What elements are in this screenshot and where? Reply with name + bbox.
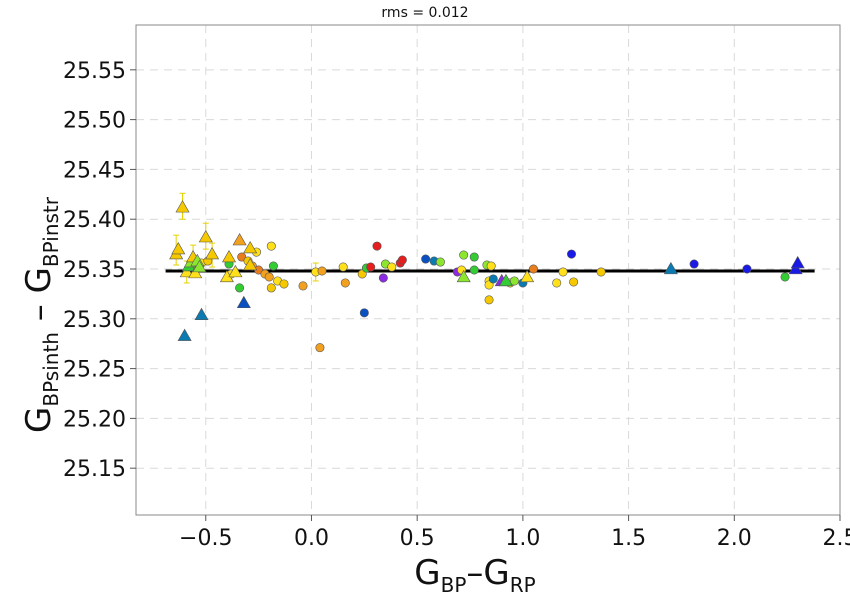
data-point-triangle bbox=[171, 241, 186, 255]
x-tick-label: 0.5 bbox=[400, 526, 435, 551]
data-point-circle bbox=[340, 278, 350, 288]
data-point-circle bbox=[266, 241, 276, 251]
data-point-circle bbox=[742, 264, 752, 274]
data-point-triangle bbox=[198, 230, 213, 243]
data-point-circle bbox=[469, 252, 479, 262]
data-point-circle bbox=[484, 295, 494, 305]
y-tick-label: 25.45 bbox=[63, 158, 126, 183]
data-point-circle bbox=[469, 265, 479, 275]
data-point-circle bbox=[338, 262, 348, 272]
data-points bbox=[169, 200, 805, 353]
y-axis-title-dash: – bbox=[19, 293, 59, 332]
data-point-circle bbox=[378, 273, 388, 283]
data-point-circle bbox=[298, 281, 308, 291]
x-tick-label: 2.0 bbox=[717, 526, 752, 551]
data-point-circle bbox=[268, 261, 278, 271]
data-point-circle bbox=[569, 277, 579, 287]
data-point-circle bbox=[235, 283, 245, 293]
data-point-circle bbox=[780, 272, 790, 282]
data-point-triangle bbox=[243, 257, 258, 271]
y-tick-label: 25.50 bbox=[63, 109, 126, 134]
data-point-circle bbox=[552, 278, 562, 288]
x-axis-title-sub2: RP bbox=[510, 573, 536, 597]
data-point-circle bbox=[266, 283, 276, 293]
data-point-circle bbox=[567, 249, 577, 259]
data-point-circle bbox=[558, 267, 568, 277]
plot-frame bbox=[135, 24, 841, 516]
data-point-triangle bbox=[243, 240, 258, 254]
x-tick-label: 0.0 bbox=[294, 526, 329, 551]
data-point-circle bbox=[528, 264, 538, 274]
y-tick-label: 25.20 bbox=[63, 407, 126, 432]
y-axis-title-main2: G bbox=[19, 267, 59, 293]
data-point-circle bbox=[315, 343, 325, 353]
data-point-triangle bbox=[456, 269, 471, 283]
data-point-circle bbox=[397, 255, 407, 265]
data-point-circle bbox=[486, 261, 496, 271]
data-point-triangle bbox=[232, 233, 247, 246]
data-point-circle bbox=[359, 308, 369, 318]
data-point-circle bbox=[421, 254, 431, 264]
x-axis-title-dash: – bbox=[466, 553, 483, 593]
y-tick-label: 25.35 bbox=[63, 258, 126, 283]
data-point-triangle bbox=[175, 200, 190, 213]
data-point-circle bbox=[435, 257, 445, 267]
data-point-triangle bbox=[222, 249, 237, 263]
data-point-triangle bbox=[236, 295, 251, 309]
y-axis-title-sub1: BPsinth bbox=[39, 332, 63, 407]
data-point-triangle bbox=[205, 246, 220, 260]
x-axis-title: GBP–GRP bbox=[414, 553, 535, 597]
data-point-circle bbox=[366, 262, 376, 272]
chart-title: rms = 0.012 bbox=[381, 5, 468, 21]
y-tick-label: 25.25 bbox=[63, 358, 126, 383]
x-axis-title-sub1: BP bbox=[441, 573, 467, 597]
axis-ticks: −0.5 0.0 0.5 1.0 1.5 2.0 2.5 25.15 25.20 25.25 25.… bbox=[63, 59, 850, 551]
y-tick-label: 25.30 bbox=[63, 308, 126, 333]
data-point-circle bbox=[387, 262, 397, 272]
x-tick-label: 1.5 bbox=[611, 526, 646, 551]
x-tick-label: 2.5 bbox=[823, 526, 850, 551]
data-point-circle bbox=[264, 272, 274, 282]
data-point-triangle bbox=[498, 273, 513, 287]
data-point-circle bbox=[279, 279, 289, 289]
y-axis-title-main: G bbox=[19, 407, 59, 433]
data-point-triangle bbox=[192, 259, 207, 273]
data-point-circle bbox=[689, 259, 699, 269]
x-tick-label: 1.0 bbox=[505, 526, 540, 551]
data-point-circle bbox=[237, 252, 247, 262]
data-point-circle bbox=[372, 241, 382, 251]
data-point-triangle bbox=[520, 269, 535, 283]
data-point-triangle bbox=[194, 307, 209, 320]
data-point-circle bbox=[317, 266, 327, 276]
x-axis-title-main2: G bbox=[483, 553, 509, 593]
data-point-circle bbox=[509, 276, 519, 286]
y-tick-label: 25.55 bbox=[63, 59, 126, 84]
y-tick-label: 25.15 bbox=[63, 457, 126, 482]
data-point-triangle bbox=[177, 328, 192, 341]
data-point-circle bbox=[596, 267, 606, 277]
data-point-circle bbox=[459, 250, 469, 260]
y-tick-label: 25.40 bbox=[63, 208, 126, 233]
data-point-circle bbox=[488, 274, 498, 284]
y-axis-title: GBPsinth – GBPinstr bbox=[19, 196, 63, 433]
x-tick-label: −0.5 bbox=[179, 526, 232, 551]
x-axis-title-main: G bbox=[414, 553, 440, 593]
data-point-triangle bbox=[663, 261, 678, 275]
data-point-triangle bbox=[790, 255, 805, 269]
y-axis-title-sub2: BPinstr bbox=[39, 196, 63, 267]
data-point-triangle bbox=[228, 264, 243, 278]
